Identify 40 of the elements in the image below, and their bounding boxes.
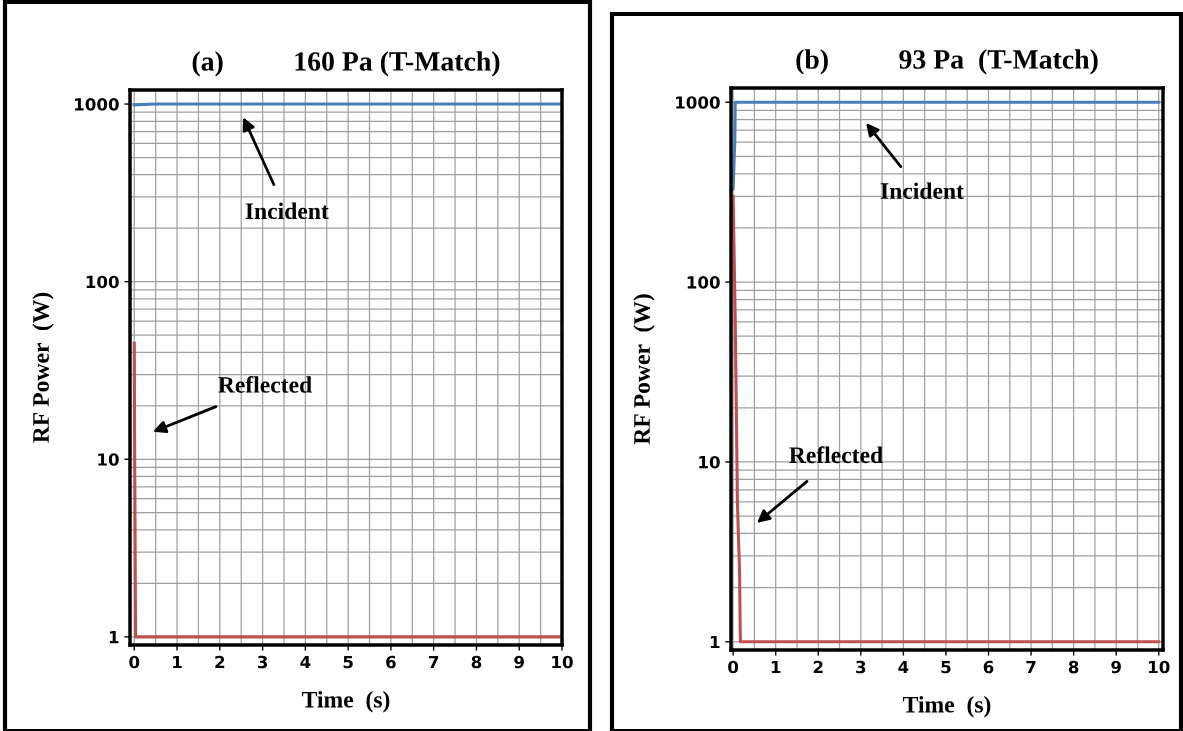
x-tick-label: 4 <box>898 660 909 674</box>
chart-title: (b) 93 Pa (T-Match) <box>796 49 1098 75</box>
x-tick-label: 8 <box>471 655 482 669</box>
y-tick-label: 1 <box>109 631 119 644</box>
x-tick-label: 9 <box>514 655 524 669</box>
x-tick-label: 3 <box>257 655 268 669</box>
x-tick-label: 10 <box>552 655 573 669</box>
x-axis-title: Time (s) <box>301 690 390 713</box>
annotation: Reflected <box>789 446 883 464</box>
x-tick-label: 2 <box>215 655 225 669</box>
x-tick-label: 9 <box>1111 660 1121 674</box>
x-tick-label: 6 <box>983 660 994 674</box>
y-tick-label: 100 <box>86 275 119 289</box>
x-tick-label: 5 <box>941 660 951 674</box>
x-tick-label: 0 <box>129 655 140 669</box>
y-axis-title: RF Power (W) <box>633 294 655 445</box>
x-tick-label: 7 <box>1026 660 1036 674</box>
x-tick-label: 2 <box>813 660 823 674</box>
chart-title: (a) 160 Pa (T-Match) <box>192 51 500 77</box>
y-tick-label: 1 <box>710 635 720 649</box>
y-axis-title: RF Power (W) <box>32 292 54 443</box>
x-tick-label: 7 <box>429 655 439 669</box>
x-tick-label: 8 <box>1068 660 1079 674</box>
y-tick-label: 1000 <box>676 96 720 109</box>
y-tick-label: 10 <box>98 453 119 466</box>
x-tick-label: 0 <box>728 660 739 674</box>
annotation: Incident <box>245 202 329 220</box>
x-tick-label: 10 <box>1149 660 1170 674</box>
x-axis-title: Time (s) <box>902 695 991 718</box>
x-tick-label: 3 <box>856 660 866 674</box>
x-tick-label: 5 <box>343 655 353 669</box>
x-tick-label: 4 <box>300 655 311 669</box>
y-tick-label: 100 <box>687 276 720 289</box>
x-tick-label: 1 <box>771 660 781 674</box>
annotation: Incident <box>880 182 964 199</box>
x-tick-label: 6 <box>386 655 396 669</box>
x-tick-label: 1 <box>173 655 182 669</box>
annotation: Reflected <box>218 375 312 393</box>
y-tick-label: 1000 <box>75 98 119 111</box>
y-tick-label: 10 <box>699 455 720 469</box>
